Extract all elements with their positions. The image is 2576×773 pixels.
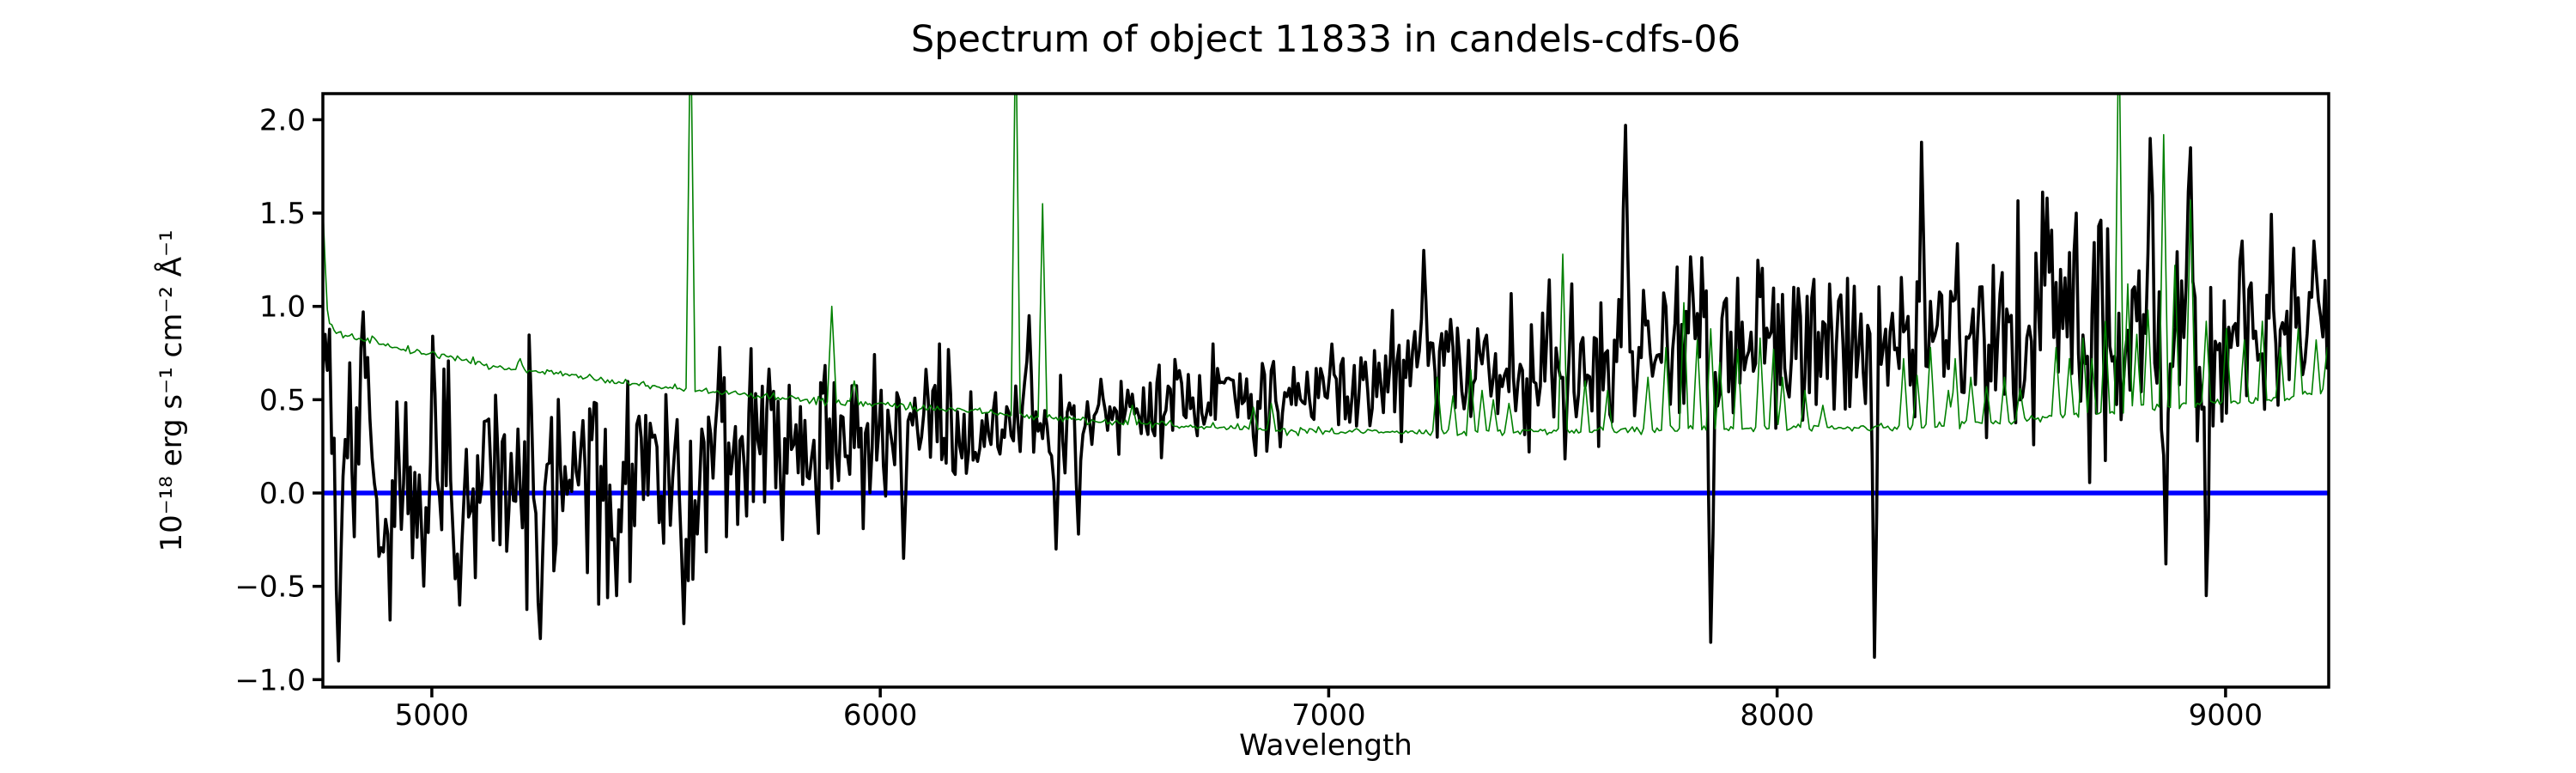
chart-title: Spectrum of object 11833 in candels-cdfs… — [910, 18, 1741, 61]
x-tick-label: 8000 — [1740, 698, 1814, 733]
spectrum-lines — [323, 94, 2329, 663]
flux-line — [323, 124, 2329, 663]
plot-border — [321, 92, 2330, 689]
x-tick-label: 6000 — [843, 698, 918, 733]
y-tick-label: 0.5 — [259, 383, 306, 417]
x-tick-label: 7000 — [1291, 698, 1366, 733]
error-line — [323, 94, 2329, 437]
y-axis: −1.0 −0.5 0.0 0.5 1.0 1.5 2.0 — [234, 103, 323, 697]
y-tick-label: 1.0 — [259, 290, 306, 325]
y-tick-label: −1.0 — [234, 663, 306, 697]
x-tick-label: 5000 — [395, 698, 470, 733]
y-axis-label: 10⁻¹⁸ erg s⁻¹ cm⁻² Å⁻¹ — [155, 229, 189, 552]
y-tick-label: −0.5 — [234, 570, 306, 605]
x-axis: 5000 6000 7000 8000 9000 — [395, 687, 2263, 733]
y-tick-label: 2.0 — [259, 103, 306, 137]
x-axis-label: Wavelength — [1239, 728, 1413, 763]
x-tick-label: 9000 — [2189, 698, 2263, 733]
y-tick-label: 1.5 — [259, 197, 306, 231]
y-tick-label: 0.0 — [259, 477, 306, 511]
